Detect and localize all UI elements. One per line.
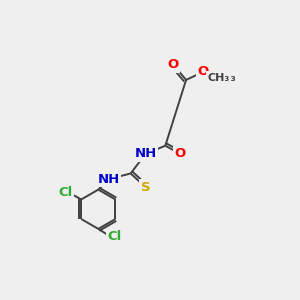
Text: CH₃: CH₃	[212, 71, 236, 84]
Text: S: S	[141, 181, 151, 194]
Text: O: O	[198, 65, 209, 78]
Text: Cl: Cl	[58, 186, 72, 199]
Text: CH₃: CH₃	[207, 73, 230, 82]
Text: Cl: Cl	[107, 230, 122, 244]
Text: NH: NH	[134, 147, 157, 160]
Text: O: O	[168, 58, 179, 71]
Text: NH: NH	[98, 173, 120, 186]
Text: O: O	[175, 147, 186, 160]
